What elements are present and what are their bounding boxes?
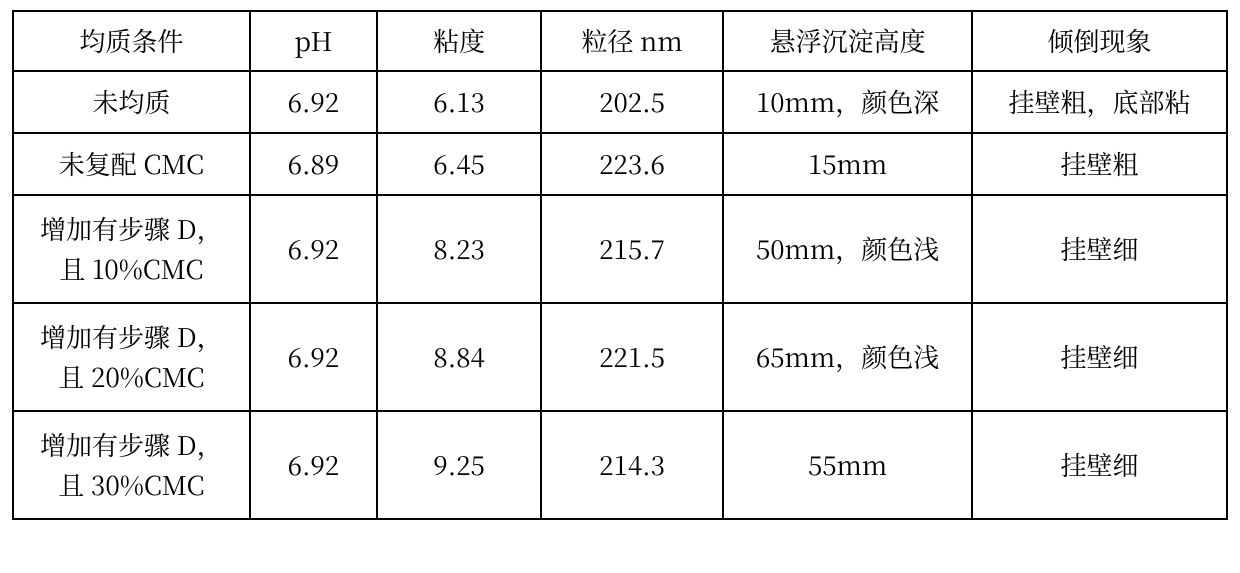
header-viscosity: 粘度 [377,11,541,71]
cell-condition-line2: 且 30%CMC [14,465,249,505]
cell-condition-line1: 增加有步骤 D， [14,317,249,357]
cell-ph: 6.92 [250,303,377,411]
cell-particle: 221.5 [541,303,723,411]
data-table: 均质条件 pH 粘度 粒径 nm 悬浮沉淀高度 倾倒现象 未均质 6.92 6.… [12,10,1228,520]
cell-particle: 215.7 [541,195,723,303]
cell-pour: 挂壁粗 [972,133,1227,195]
cell-pour: 挂壁细 [972,411,1227,519]
cell-condition: 增加有步骤 D， 且 20%CMC [13,303,250,411]
header-ph: pH [250,11,377,71]
cell-suspension: 65mm，颜色浅 [723,303,972,411]
table-header-row: 均质条件 pH 粘度 粒径 nm 悬浮沉淀高度 倾倒现象 [13,11,1227,71]
cell-viscosity: 8.23 [377,195,541,303]
cell-pour: 挂壁细 [972,303,1227,411]
cell-particle: 223.6 [541,133,723,195]
cell-condition-line2: 且 10%CMC [14,249,249,289]
table-row: 增加有步骤 D， 且 30%CMC 6.92 9.25 214.3 55mm 挂… [13,411,1227,519]
cell-particle: 214.3 [541,411,723,519]
cell-condition: 增加有步骤 D， 且 30%CMC [13,411,250,519]
cell-condition: 未复配 CMC [13,133,250,195]
header-pour: 倾倒现象 [972,11,1227,71]
cell-viscosity: 6.13 [377,71,541,133]
cell-ph: 6.89 [250,133,377,195]
cell-condition-line1: 增加有步骤 D， [14,425,249,465]
cell-condition: 增加有步骤 D， 且 10%CMC [13,195,250,303]
cell-suspension: 15mm [723,133,972,195]
table-row: 未复配 CMC 6.89 6.45 223.6 15mm 挂壁粗 [13,133,1227,195]
table-row: 增加有步骤 D， 且 20%CMC 6.92 8.84 221.5 65mm，颜… [13,303,1227,411]
cell-suspension: 55mm [723,411,972,519]
cell-suspension: 10mm，颜色深 [723,71,972,133]
cell-ph: 6.92 [250,195,377,303]
header-condition: 均质条件 [13,11,250,71]
cell-condition: 未均质 [13,71,250,133]
cell-pour: 挂壁细 [972,195,1227,303]
cell-ph: 6.92 [250,411,377,519]
header-suspension: 悬浮沉淀高度 [723,11,972,71]
cell-viscosity: 9.25 [377,411,541,519]
cell-particle: 202.5 [541,71,723,133]
cell-pour: 挂壁粗，底部粘 [972,71,1227,133]
cell-viscosity: 6.45 [377,133,541,195]
table-row: 未均质 6.92 6.13 202.5 10mm，颜色深 挂壁粗，底部粘 [13,71,1227,133]
cell-condition-line2: 且 20%CMC [14,357,249,397]
cell-suspension: 50mm，颜色浅 [723,195,972,303]
cell-ph: 6.92 [250,71,377,133]
header-particle: 粒径 nm [541,11,723,71]
cell-viscosity: 8.84 [377,303,541,411]
cell-condition-line1: 增加有步骤 D， [14,209,249,249]
table-row: 增加有步骤 D， 且 10%CMC 6.92 8.23 215.7 50mm，颜… [13,195,1227,303]
